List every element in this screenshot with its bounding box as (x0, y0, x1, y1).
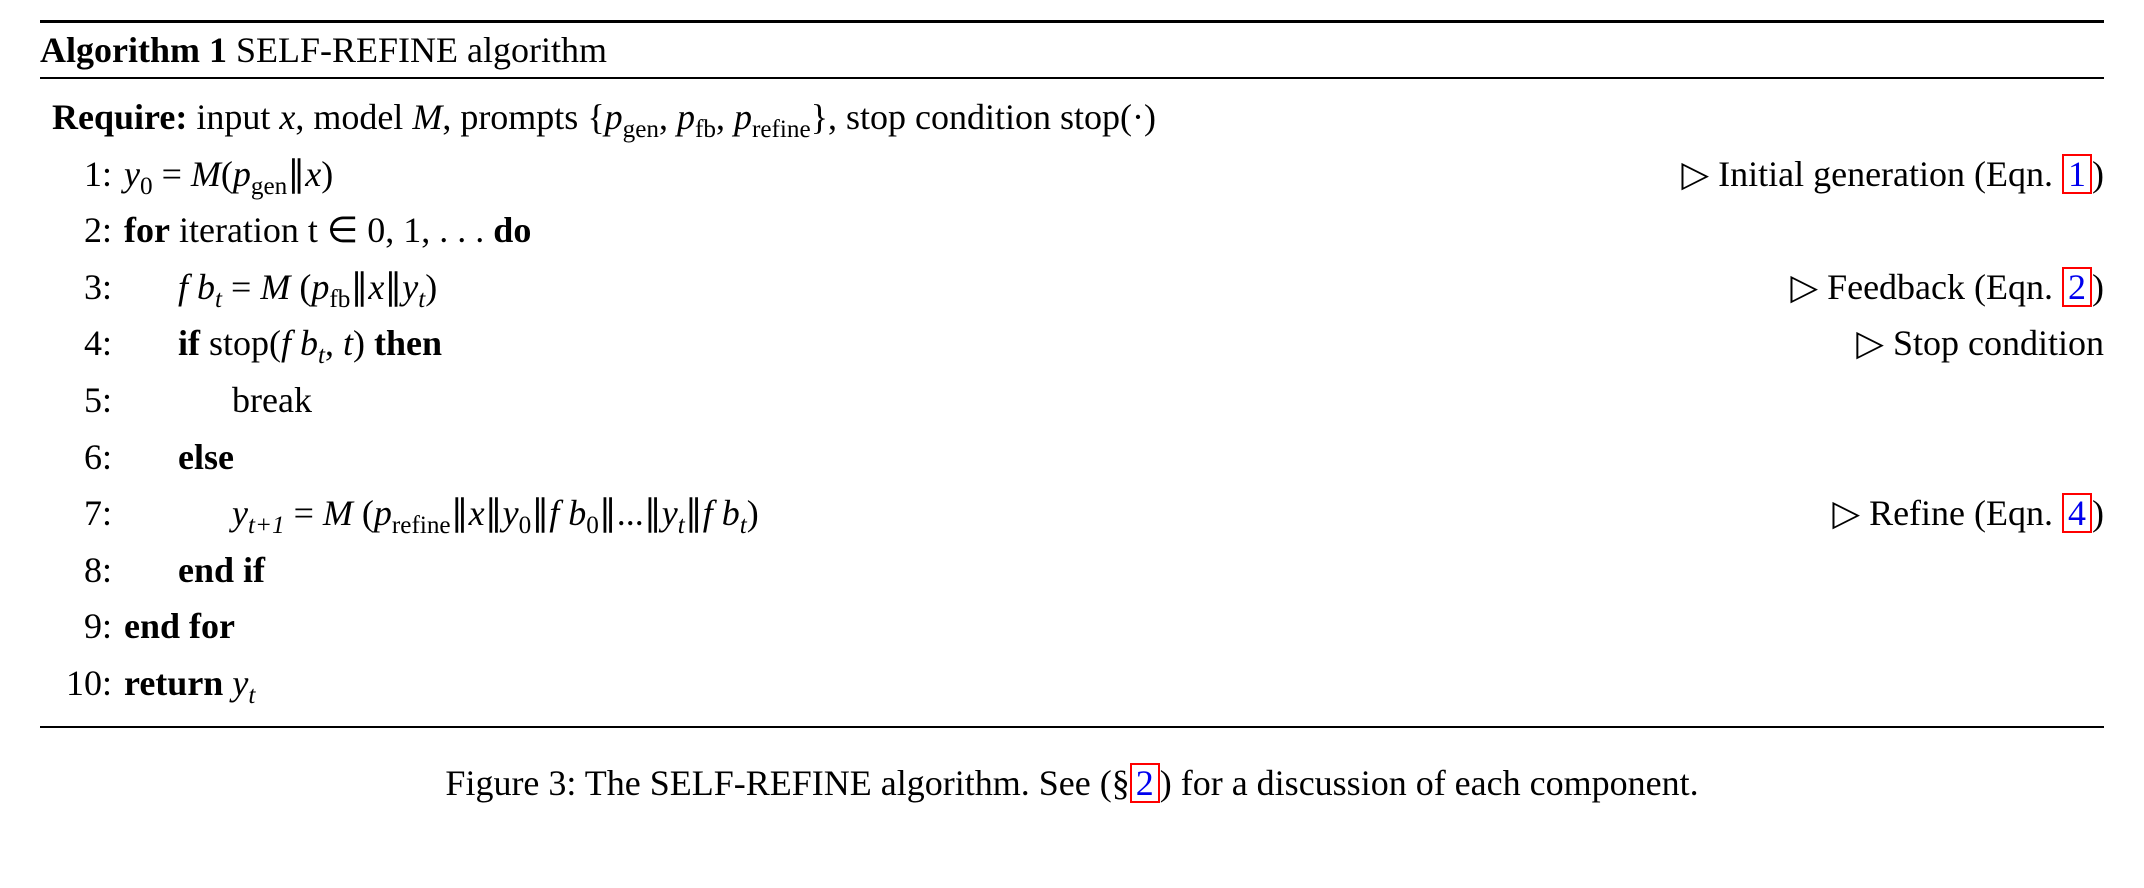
algorithm-block: Algorithm 1 SELF-REFINE algorithm Requir… (40, 20, 2104, 728)
comment-1: ▷ Initial generation (Eqn. 1) (1657, 150, 2104, 199)
algo-number: Algorithm 1 (40, 30, 227, 70)
comment-7: ▷ Refine (Eqn. 4) (1808, 489, 2104, 538)
algo-line-5: 5: break (40, 372, 2104, 429)
algo-name: SELF-REFINE (236, 30, 467, 70)
eqn-ref-4[interactable]: 4 (2062, 493, 2092, 533)
eqn-ref-2[interactable]: 2 (2062, 267, 2092, 307)
algo-line-8: 8: end if (40, 542, 2104, 599)
algo-line-9: 9: end for (40, 598, 2104, 655)
require-label: Require: (52, 97, 187, 137)
algo-line-1: 1: y0 = M(pgen∥x) ▷ Initial generation (… (40, 146, 2104, 203)
figure-caption: Figure 3: The SELF-REFINE algorithm. See… (40, 728, 2104, 804)
algo-line-2: 2: for iteration t ∈ 0, 1, . . . do (40, 202, 2104, 259)
algo-suffix: algorithm (467, 30, 607, 70)
algo-line-10: 10: return yt (40, 655, 2104, 712)
section-ref-2[interactable]: 2 (1130, 763, 1160, 803)
algorithm-body: Require: input x, model M, prompts {pgen… (40, 79, 2104, 726)
caption-algo-name: SELF-REFINE (650, 763, 872, 803)
eqn-ref-1[interactable]: 1 (2062, 154, 2092, 194)
comment-3: ▷ Feedback (Eqn. 2) (1766, 263, 2104, 312)
algo-line-7: 7: yt+1 = M (prefine∥x∥y0∥f b0∥...∥yt∥f … (40, 485, 2104, 542)
algo-line-6: 6: else (40, 429, 2104, 486)
algo-line-3: 3: f bt = M (pfb∥x∥yt) ▷ Feedback (Eqn. … (40, 259, 2104, 316)
comment-4: ▷ Stop condition (1832, 319, 2104, 368)
algo-line-4: 4: if stop(f bt, t) then ▷ Stop conditio… (40, 315, 2104, 372)
algorithm-title: Algorithm 1 SELF-REFINE algorithm (40, 23, 2104, 79)
require-line: Require: input x, model M, prompts {pgen… (40, 89, 2104, 146)
